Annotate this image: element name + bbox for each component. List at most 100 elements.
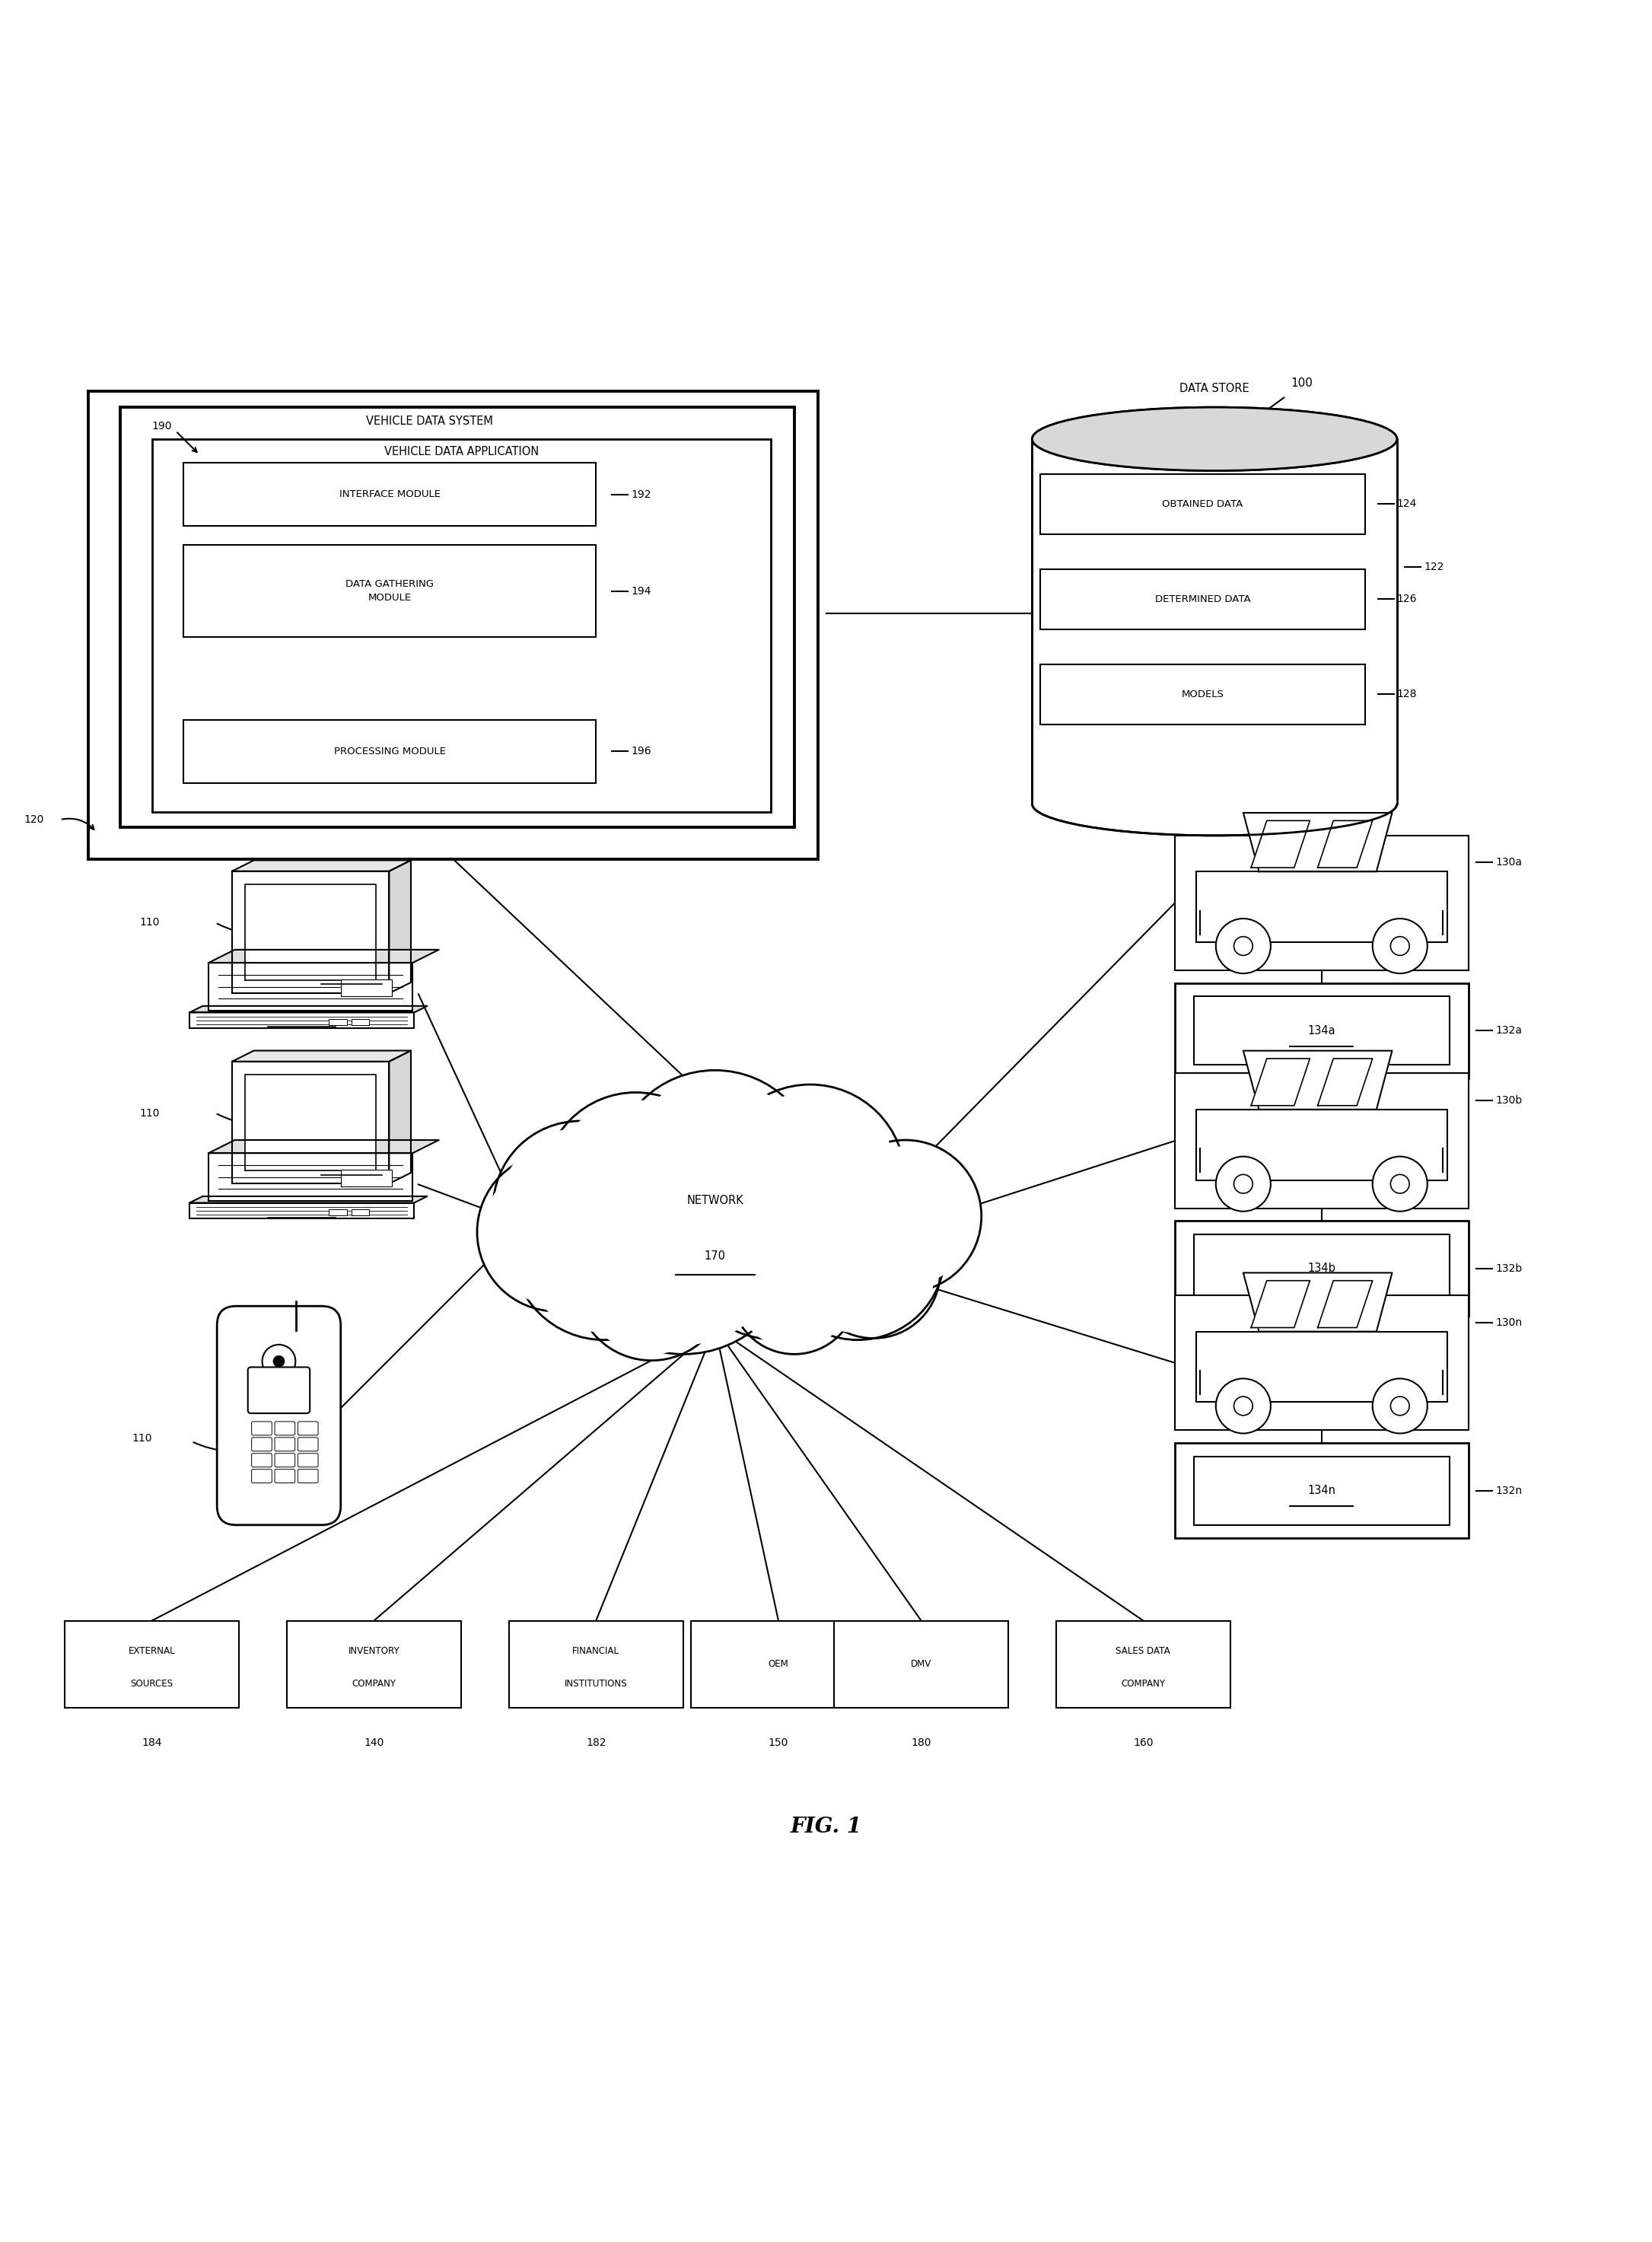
- Text: 150: 150: [768, 1738, 788, 1749]
- Bar: [509, 1621, 684, 1708]
- Polygon shape: [208, 1139, 439, 1152]
- Bar: [1175, 836, 1469, 971]
- Polygon shape: [1318, 1280, 1373, 1327]
- Text: 130n: 130n: [1495, 1316, 1521, 1327]
- Polygon shape: [352, 1208, 368, 1215]
- Circle shape: [829, 1139, 981, 1291]
- Text: COMPANY: COMPANY: [352, 1679, 396, 1688]
- Text: VEHICLE DATA APPLICATION: VEHICLE DATA APPLICATION: [383, 446, 539, 457]
- FancyBboxPatch shape: [297, 1421, 319, 1435]
- Circle shape: [1216, 919, 1270, 973]
- Text: SOURCES: SOURCES: [131, 1679, 173, 1688]
- Polygon shape: [390, 861, 411, 993]
- Circle shape: [770, 1166, 945, 1341]
- Polygon shape: [390, 1051, 411, 1184]
- Text: PROCESSING MODULE: PROCESSING MODULE: [334, 747, 446, 756]
- Text: 120: 120: [25, 814, 45, 825]
- Text: 132b: 132b: [1495, 1262, 1521, 1273]
- FancyBboxPatch shape: [297, 1469, 319, 1482]
- Circle shape: [544, 1092, 727, 1276]
- Text: INTERFACE MODULE: INTERFACE MODULE: [339, 489, 441, 500]
- Text: OBTAINED DATA: OBTAINED DATA: [1163, 500, 1242, 509]
- Circle shape: [492, 1121, 667, 1296]
- Polygon shape: [1196, 1110, 1447, 1179]
- FancyBboxPatch shape: [297, 1453, 319, 1466]
- Text: 140: 140: [363, 1738, 383, 1749]
- Circle shape: [1216, 1157, 1270, 1211]
- Text: 182: 182: [586, 1738, 606, 1749]
- Circle shape: [582, 1215, 722, 1354]
- Bar: [1036, 442, 1394, 803]
- Circle shape: [1216, 1379, 1270, 1433]
- Polygon shape: [1318, 1058, 1373, 1105]
- Polygon shape: [244, 1074, 377, 1170]
- Circle shape: [778, 1173, 938, 1334]
- Bar: [1041, 569, 1365, 630]
- Bar: [121, 408, 795, 827]
- Text: VEHICLE DATA SYSTEM: VEHICLE DATA SYSTEM: [367, 415, 492, 428]
- Circle shape: [715, 1085, 905, 1276]
- Bar: [1041, 473, 1365, 534]
- Bar: [1041, 664, 1365, 724]
- Polygon shape: [208, 962, 413, 1011]
- Circle shape: [620, 1078, 809, 1269]
- Circle shape: [836, 1146, 975, 1287]
- Bar: [287, 1621, 461, 1708]
- Circle shape: [671, 1123, 885, 1341]
- Circle shape: [578, 1134, 788, 1345]
- Bar: [183, 462, 596, 527]
- Text: 184: 184: [142, 1738, 162, 1749]
- Text: 134b: 134b: [1308, 1262, 1335, 1273]
- Text: SALES DATA: SALES DATA: [1115, 1646, 1171, 1657]
- Circle shape: [575, 1208, 727, 1361]
- Circle shape: [813, 1211, 935, 1334]
- Circle shape: [1391, 1397, 1409, 1415]
- Bar: [183, 545, 596, 637]
- Polygon shape: [1196, 1332, 1447, 1401]
- Polygon shape: [231, 1051, 411, 1060]
- Text: 194: 194: [631, 585, 651, 596]
- Circle shape: [552, 1101, 720, 1269]
- FancyBboxPatch shape: [251, 1437, 273, 1451]
- Bar: [89, 392, 818, 859]
- Polygon shape: [1244, 1051, 1393, 1110]
- Circle shape: [1391, 937, 1409, 955]
- Text: 196: 196: [631, 747, 651, 758]
- FancyBboxPatch shape: [251, 1469, 273, 1482]
- Bar: [183, 720, 596, 782]
- Text: NETWORK: NETWORK: [687, 1195, 743, 1206]
- Text: 134n: 134n: [1307, 1484, 1336, 1495]
- Circle shape: [1373, 1157, 1427, 1211]
- Text: 180: 180: [910, 1738, 932, 1749]
- Polygon shape: [231, 872, 390, 993]
- Circle shape: [1391, 1175, 1409, 1193]
- Text: INSTITUTIONS: INSTITUTIONS: [565, 1679, 628, 1688]
- Circle shape: [1373, 919, 1427, 973]
- Bar: [691, 1621, 866, 1708]
- Circle shape: [1373, 1379, 1427, 1433]
- Text: 100: 100: [1290, 377, 1313, 390]
- FancyBboxPatch shape: [274, 1469, 296, 1482]
- Bar: [1175, 1444, 1469, 1538]
- Text: 160: 160: [1133, 1738, 1153, 1749]
- FancyBboxPatch shape: [274, 1421, 296, 1435]
- Bar: [1175, 982, 1469, 1078]
- Polygon shape: [244, 883, 377, 980]
- Circle shape: [735, 1233, 852, 1350]
- Polygon shape: [190, 1013, 415, 1029]
- Circle shape: [806, 1204, 940, 1338]
- Text: 132a: 132a: [1495, 1025, 1521, 1036]
- Text: 130a: 130a: [1495, 856, 1521, 868]
- Text: OEM: OEM: [768, 1659, 788, 1670]
- Circle shape: [1234, 937, 1252, 955]
- Bar: [1175, 1222, 1469, 1316]
- Polygon shape: [231, 1060, 390, 1184]
- Bar: [1194, 1235, 1449, 1303]
- Polygon shape: [342, 980, 392, 995]
- Circle shape: [273, 1356, 284, 1368]
- Polygon shape: [329, 1208, 347, 1215]
- Polygon shape: [190, 1007, 428, 1013]
- Circle shape: [519, 1164, 689, 1332]
- Text: DMV: DMV: [910, 1659, 932, 1670]
- FancyBboxPatch shape: [274, 1437, 296, 1451]
